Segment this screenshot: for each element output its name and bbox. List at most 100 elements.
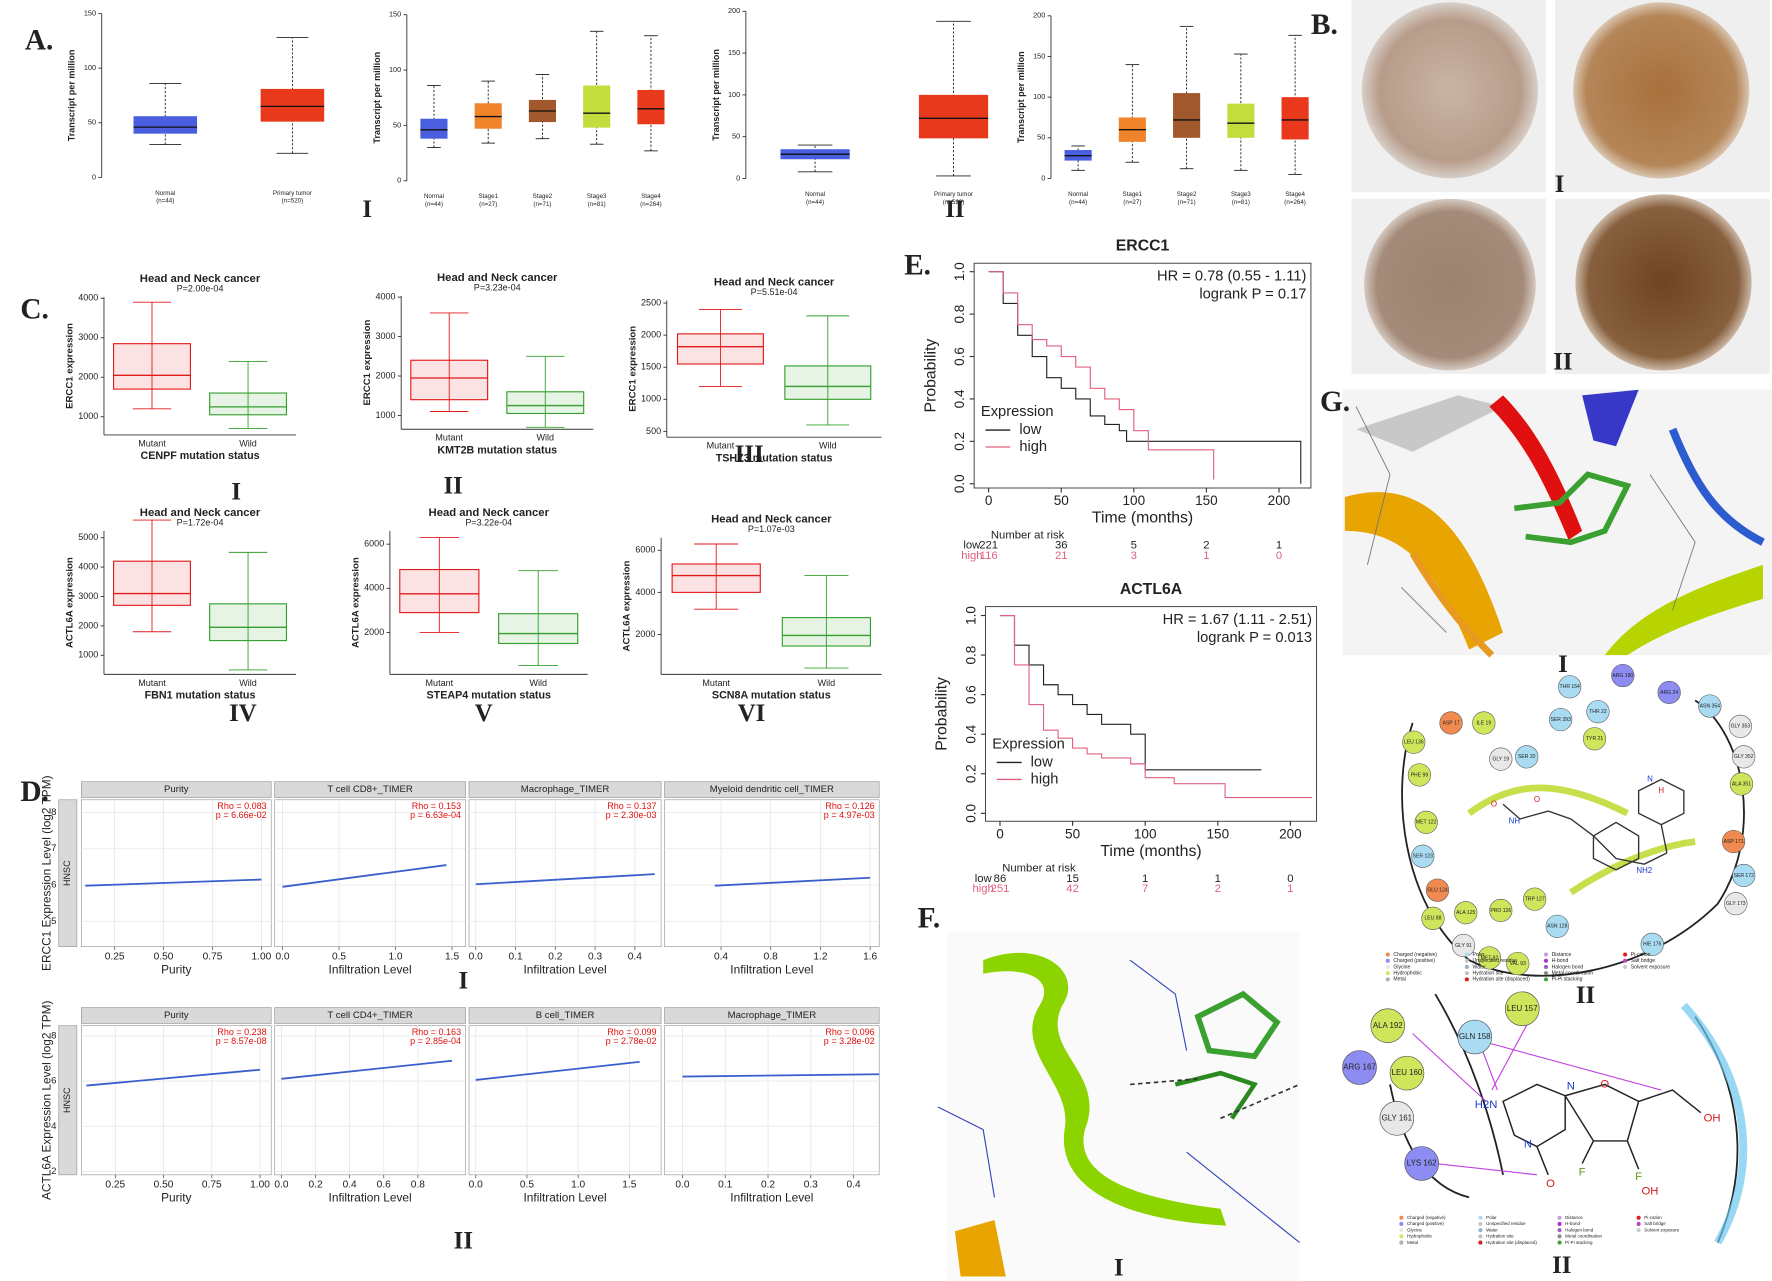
legend-label: Metal coordination <box>1552 971 1594 977</box>
y-tick-label: 1000 <box>641 394 661 404</box>
y-tick-label: 3000 <box>78 591 98 601</box>
box <box>133 116 198 134</box>
box <box>399 568 480 614</box>
y-axis-label: Transcript per million <box>372 52 382 144</box>
x-tick-label: 0.2 <box>308 1180 322 1191</box>
legend-swatch <box>1543 971 1549 976</box>
annotation: p = 4.97e-03 <box>824 810 875 820</box>
legend-swatch <box>1385 977 1390 982</box>
residue-label: PHE 99 <box>1411 772 1429 778</box>
n-label: (n=44) <box>156 198 174 205</box>
x-axis-label: FBN1 mutation status <box>145 690 256 702</box>
x-axis-label: Purity <box>161 1191 191 1205</box>
y-tick-label: 6000 <box>364 539 384 549</box>
legend-swatch <box>1385 952 1390 957</box>
y-tick-label: 4 <box>51 1121 57 1132</box>
residue <box>1451 933 1476 958</box>
y-tick-label: 1000 <box>375 410 395 420</box>
strip-label: T cell CD8+_TIMER <box>327 784 412 795</box>
panel-numeral: II <box>454 1227 473 1254</box>
box <box>420 118 448 139</box>
x-axis-label: Purity <box>161 962 191 976</box>
sticks <box>937 959 1300 1244</box>
x-tick-label: Mutant <box>138 678 166 688</box>
x-tick-label: 1.5 <box>445 951 459 962</box>
x-axis-label: SCN8A mutation status <box>712 690 831 702</box>
panel-numeral: II <box>1552 1252 1571 1279</box>
x-axis-label: Infiltration Level <box>524 962 607 976</box>
legend-swatch <box>1464 977 1469 982</box>
risk-value: 0 <box>1287 873 1293 885</box>
residue-label: SER 123 <box>1413 854 1434 860</box>
y-axis-label: ERCC1 expression <box>627 326 638 412</box>
n-label: (n=27) <box>1123 199 1141 206</box>
n-label: (n=71) <box>533 201 551 208</box>
residue <box>1370 1008 1406 1043</box>
y-tick-label: 150 <box>389 10 401 19</box>
ribbon <box>954 1220 1006 1277</box>
x-tick-label: 50 <box>1054 493 1069 508</box>
x-tick-label: 1.00 <box>250 1180 270 1191</box>
risk-value: 42 <box>1066 883 1079 895</box>
legend-label: low <box>1031 754 1053 770</box>
atom-label: N <box>1647 775 1653 784</box>
chart-title: Head and Neck cancer <box>714 276 835 288</box>
legend-swatch <box>1399 1234 1404 1239</box>
box <box>506 391 585 415</box>
residue-label: TYR 21 <box>1586 736 1603 742</box>
atom-label: F <box>1635 1171 1642 1183</box>
n-label: (n=44) <box>1069 199 1087 206</box>
plot-area <box>664 799 880 947</box>
residue-label: ASP 171 <box>1724 839 1744 845</box>
residue-label: LEU 136 <box>1404 740 1424 746</box>
residue <box>1515 745 1539 769</box>
y-tick-label: 8 <box>51 1030 56 1041</box>
residue-label: THR 154 <box>1560 684 1581 690</box>
legend-label: Distance <box>1565 1215 1583 1220</box>
strip <box>664 1007 880 1024</box>
x-tick-label: Stage3 <box>587 193 607 200</box>
atom-label: O <box>1534 795 1540 804</box>
x-tick-label: 200 <box>1268 493 1291 508</box>
panel-numeral: I <box>1558 651 1568 678</box>
chart-title: Head and Neck cancer <box>140 507 261 519</box>
x-tick-label: 0.2 <box>761 1180 775 1191</box>
annotation: Rho = 0.099 <box>607 1027 656 1037</box>
x-tick-label: Mutant <box>426 678 454 688</box>
n-label: (n=27) <box>479 201 497 208</box>
x-tick-label: Wild <box>239 438 257 448</box>
x-tick-label: Wild <box>818 678 836 688</box>
atom-label: OH <box>1641 1186 1658 1198</box>
residue <box>1724 892 1748 916</box>
residue-label: ASP 17 <box>1442 720 1459 726</box>
y-tick-label: 0.0 <box>963 804 978 823</box>
x-tick-label: Wild <box>239 678 257 688</box>
strip <box>664 781 880 798</box>
y-tick-label: 6000 <box>635 545 655 555</box>
x-tick-label: 0.4 <box>714 951 728 962</box>
legend-label: Hydrophobic <box>1393 971 1422 977</box>
risk-row-name: high <box>961 550 982 562</box>
tissue <box>1364 198 1536 371</box>
fit-line <box>682 1073 880 1078</box>
x-tick-label: 0.1 <box>718 1180 732 1191</box>
annotation: p = 8.57e-08 <box>216 1036 267 1046</box>
risk-value: 1 <box>1287 883 1293 895</box>
residue <box>1439 711 1463 735</box>
box <box>671 563 761 593</box>
x-tick-label: 200 <box>1279 826 1302 841</box>
y-tick-label: 6 <box>51 880 56 891</box>
fit-line <box>475 1060 640 1081</box>
residue <box>1586 700 1610 724</box>
panel-numeral: I <box>362 196 372 223</box>
residue-label: GLN 158 <box>1459 1032 1491 1041</box>
residue <box>1489 898 1513 923</box>
legend-swatch <box>1464 952 1469 957</box>
x-tick-label: 0 <box>985 493 993 508</box>
y-tick-label: 150 <box>1033 51 1045 60</box>
x-tick-label: 100 <box>1123 493 1146 508</box>
y-tick-label: 4000 <box>364 583 384 593</box>
y-tick-label: 0.2 <box>952 432 967 451</box>
residue <box>1504 991 1540 1027</box>
x-tick-label: 0.25 <box>105 951 125 962</box>
